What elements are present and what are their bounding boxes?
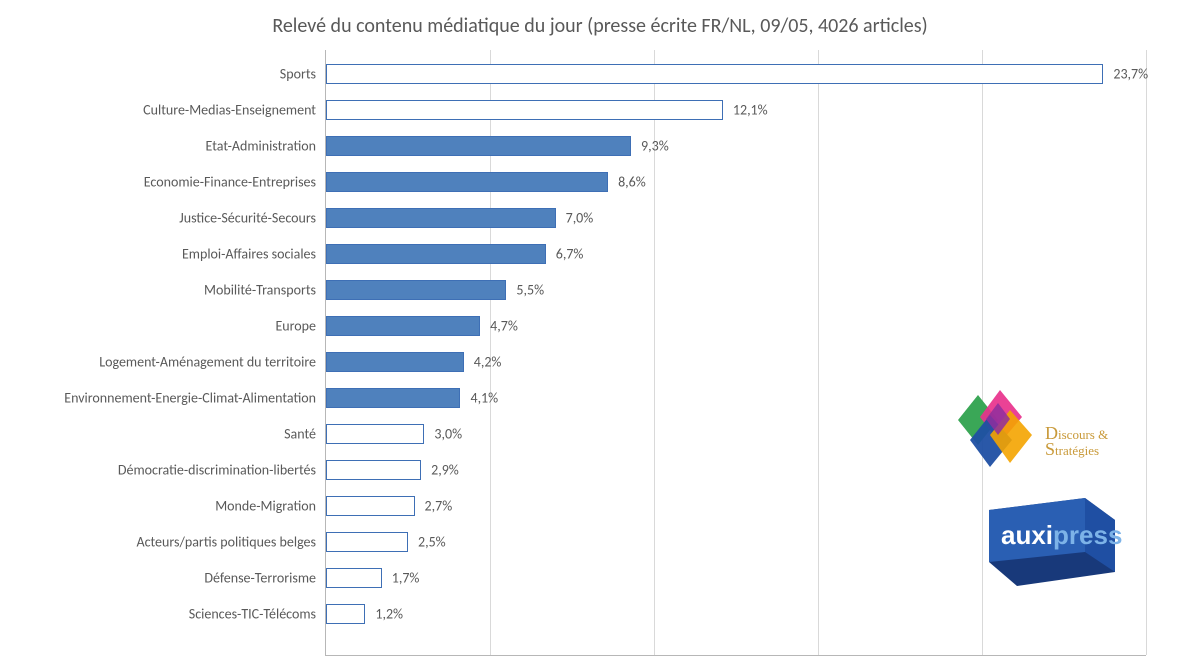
- category-label: Etat-Administration: [6, 138, 316, 155]
- value-label: 4,1%: [470, 390, 498, 407]
- category-label: Sciences-TIC-Télécoms: [6, 606, 316, 623]
- category-label: Monde-Migration: [6, 498, 316, 515]
- gridline: [1146, 50, 1147, 655]
- bar-row: Economie-Finance-Entreprises8,6%: [326, 164, 1146, 200]
- bar: [326, 208, 556, 228]
- value-label: 2,9%: [431, 462, 459, 479]
- bar: [326, 388, 460, 408]
- bar: [326, 244, 546, 264]
- category-label: Justice-Sécurité-Secours: [6, 210, 316, 227]
- value-label: 23,7%: [1113, 66, 1148, 83]
- value-label: 12,1%: [733, 102, 768, 119]
- value-label: 9,3%: [641, 138, 669, 155]
- bar: [326, 604, 365, 624]
- value-label: 1,7%: [392, 570, 420, 587]
- value-label: 3,0%: [434, 426, 462, 443]
- svg-text:auxipress: auxipress: [1001, 520, 1122, 550]
- bar-row: Sports23,7%: [326, 56, 1146, 92]
- bar-row: Mobilité-Transports5,5%: [326, 272, 1146, 308]
- category-label: Emploi-Affaires sociales: [6, 246, 316, 263]
- category-label: Europe: [6, 318, 316, 335]
- category-label: Défense-Terrorisme: [6, 570, 316, 587]
- category-label: Démocratie-discrimination-libertés: [6, 462, 316, 479]
- category-label: Acteurs/partis politiques belges: [6, 534, 316, 551]
- value-label: 5,5%: [516, 282, 544, 299]
- bar-row: Justice-Sécurité-Secours7,0%: [326, 200, 1146, 236]
- value-label: 4,2%: [474, 354, 502, 371]
- category-label: Sports: [6, 66, 316, 83]
- category-label: Santé: [6, 426, 316, 443]
- bar: [326, 352, 464, 372]
- value-label: 7,0%: [566, 210, 594, 227]
- bar-row: Culture-Medias-Enseignement12,1%: [326, 92, 1146, 128]
- category-label: Economie-Finance-Entreprises: [6, 174, 316, 191]
- value-label: 2,5%: [418, 534, 446, 551]
- bar: [326, 460, 421, 480]
- bar-row: Etat-Administration9,3%: [326, 128, 1146, 164]
- value-label: 1,2%: [375, 606, 403, 623]
- category-label: Environnement-Energie-Climat-Alimentatio…: [6, 390, 316, 407]
- value-label: 8,6%: [618, 174, 646, 191]
- bar: [326, 424, 424, 444]
- bar: [326, 532, 408, 552]
- chart-title: Relevé du contenu médiatique du jour (pr…: [0, 0, 1200, 46]
- value-label: 4,7%: [490, 318, 518, 335]
- bar: [326, 280, 506, 300]
- bar: [326, 136, 631, 156]
- logo-auxipress: auxipress: [967, 490, 1135, 590]
- bar: [326, 568, 382, 588]
- bar-row: Emploi-Affaires sociales6,7%: [326, 236, 1146, 272]
- bar: [326, 316, 480, 336]
- bar-row: Logement-Aménagement du territoire4,2%: [326, 344, 1146, 380]
- category-label: Mobilité-Transports: [6, 282, 316, 299]
- bar: [326, 64, 1103, 84]
- logo-discours-strategies: Discours & Stratégies: [950, 385, 1135, 475]
- category-label: Logement-Aménagement du territoire: [6, 354, 316, 371]
- press-text: press: [1053, 520, 1122, 550]
- bar: [326, 100, 723, 120]
- value-label: 6,7%: [556, 246, 584, 263]
- ds-line2: Stratégies: [1045, 439, 1099, 460]
- value-label: 2,7%: [425, 498, 453, 515]
- bar: [326, 172, 608, 192]
- category-label: Culture-Medias-Enseignement: [6, 102, 316, 119]
- bar-row: Sciences-TIC-Télécoms1,2%: [326, 596, 1146, 632]
- bar-row: Europe4,7%: [326, 308, 1146, 344]
- bar: [326, 496, 415, 516]
- auxi-text: auxi: [1001, 520, 1053, 550]
